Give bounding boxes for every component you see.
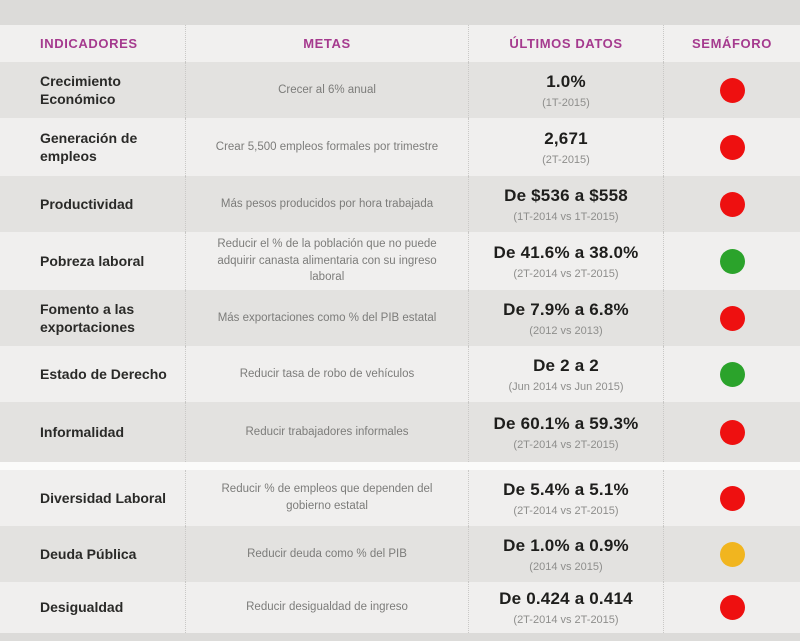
status-dot <box>719 595 745 620</box>
table-row-diversidad-laboral: Diversidad Laboral Reducir % de empleos … <box>0 470 800 526</box>
semaforo-cell <box>663 118 800 176</box>
indicator-label: Pobreza laboral <box>40 252 145 269</box>
section-separator <box>0 462 800 470</box>
value-label: De 1.0% a 0.9% <box>503 535 629 555</box>
value-label: De 5.4% a 5.1% <box>503 479 629 499</box>
table-row-pobreza-laboral: Pobreza laboral Reducir el % de la pobla… <box>0 232 800 290</box>
semaforo-cell <box>663 470 800 526</box>
value-label: De 7.9% a 6.8% <box>503 299 629 319</box>
table-row-fomento-exportaciones: Fomento a las exportaciones Más exportac… <box>0 290 800 346</box>
semaforo-cell <box>663 346 800 402</box>
latest-data-cell: De 1.0% a 0.9% (2014 vs 2015) <box>468 526 663 582</box>
semaforo-cell <box>663 232 800 290</box>
period-label: (1T-2015) <box>542 96 590 109</box>
period-label: (1T-2014 vs 1T-2015) <box>513 210 619 223</box>
period-label: (2012 vs 2013) <box>529 324 603 337</box>
meta-label: Reducir trabajadores informales <box>185 402 468 462</box>
period-label: (Jun 2014 vs Jun 2015) <box>508 380 624 393</box>
indicator-label: Generación de empleos <box>40 129 138 164</box>
bottom-band <box>0 633 800 641</box>
meta-label: Más exportaciones como % del PIB estatal <box>185 290 468 346</box>
value-label: De 0.424 a 0.414 <box>499 589 633 608</box>
status-dot <box>719 248 745 274</box>
indicator-label: Informalidad <box>40 423 125 440</box>
status-dot <box>719 419 745 445</box>
value-label: 2,671 <box>544 128 588 148</box>
meta-label: Reducir tasa de robo de vehículos <box>185 346 468 402</box>
latest-data-cell: 1.0% (1T-2015) <box>468 62 663 118</box>
status-dot <box>719 191 745 217</box>
status-dot <box>719 134 745 160</box>
top-band <box>0 0 800 25</box>
value-label: De 60.1% a 59.3% <box>493 413 639 433</box>
meta-label: Más pesos producidos por hora trabajada <box>185 176 468 232</box>
meta-label: Crecer al 6% anual <box>185 62 468 118</box>
indicator-label: Productividad <box>40 195 134 212</box>
status-dot <box>719 305 745 331</box>
meta-label: Reducir desigualdad de ingreso <box>185 582 468 633</box>
table-row-estado-de-derecho: Estado de Derecho Reducir tasa de robo d… <box>0 346 800 402</box>
table-row-informalidad: Informalidad Reducir trabajadores inform… <box>0 402 800 462</box>
status-dot <box>719 361 745 387</box>
period-label: (2014 vs 2015) <box>529 560 603 573</box>
table-header-row: INDICADORES METAS ÚLTIMOS DATOS SEMÁFORO <box>0 25 800 62</box>
latest-data-cell: De 5.4% a 5.1% (2T-2014 vs 2T-2015) <box>468 470 663 526</box>
indicator-label: Crecimiento Económico <box>40 72 121 107</box>
table-row-productividad: Productividad Más pesos producidos por h… <box>0 176 800 232</box>
column-header-ultimos-datos: ÚLTIMOS DATOS <box>468 25 663 62</box>
indicator-label: Desigualdad <box>40 599 124 616</box>
period-label: (2T-2014 vs 2T-2015) <box>513 438 619 451</box>
latest-data-cell: De 60.1% a 59.3% (2T-2014 vs 2T-2015) <box>468 402 663 462</box>
indicator-label: Fomento a las exportaciones <box>40 300 135 335</box>
semaforo-cell <box>663 290 800 346</box>
value-label: De 2 a 2 <box>533 355 599 375</box>
semaforo-cell <box>663 176 800 232</box>
meta-label: Crear 5,500 empleos formales por trimest… <box>185 118 468 176</box>
latest-data-cell: De 0.424 a 0.414 (2T-2014 vs 2T-2015) <box>468 582 663 633</box>
indicator-label: Estado de Derecho <box>40 365 167 382</box>
period-label: (2T-2014 vs 2T-2015) <box>513 504 619 517</box>
meta-label: Reducir % de empleos que dependen del go… <box>185 470 468 526</box>
period-label: (2T-2015) <box>542 153 590 166</box>
column-header-semaforo: SEMÁFORO <box>663 25 800 62</box>
value-label: De $536 a $558 <box>504 185 628 205</box>
semaforo-cell <box>663 582 800 633</box>
latest-data-cell: De 41.6% a 38.0% (2T-2014 vs 2T-2015) <box>468 232 663 290</box>
column-header-indicadores: INDICADORES <box>40 36 138 51</box>
value-label: 1.0% <box>546 71 586 91</box>
value-label: De 41.6% a 38.0% <box>493 242 639 262</box>
semaforo-cell <box>663 526 800 582</box>
indicator-label: Deuda Pública <box>40 545 137 562</box>
latest-data-cell: De $536 a $558 (1T-2014 vs 1T-2015) <box>468 176 663 232</box>
indicator-label: Diversidad Laboral <box>40 489 167 506</box>
semaforo-cell <box>663 402 800 462</box>
semaforo-cell <box>663 62 800 118</box>
column-header-metas: METAS <box>185 25 468 62</box>
table-row-desigualdad: Desigualdad Reducir desigualdad de ingre… <box>0 582 800 633</box>
meta-label: Reducir el % de la población que no pued… <box>185 232 468 290</box>
period-label: (2T-2014 vs 2T-2015) <box>513 614 619 626</box>
status-dot <box>719 541 745 567</box>
meta-label: Reducir deuda como % del PIB <box>185 526 468 582</box>
table-row-generacion-de-empleos: Generación de empleos Crear 5,500 empleo… <box>0 118 800 176</box>
period-label: (2T-2014 vs 2T-2015) <box>513 267 619 280</box>
latest-data-cell: 2,671 (2T-2015) <box>468 118 663 176</box>
status-dot <box>719 485 745 511</box>
table-row-crecimiento-economico: Crecimiento Económico Crecer al 6% anual… <box>0 62 800 118</box>
table-row-deuda-publica: Deuda Pública Reducir deuda como % del P… <box>0 526 800 582</box>
latest-data-cell: De 2 a 2 (Jun 2014 vs Jun 2015) <box>468 346 663 402</box>
status-dot <box>719 77 745 103</box>
latest-data-cell: De 7.9% a 6.8% (2012 vs 2013) <box>468 290 663 346</box>
